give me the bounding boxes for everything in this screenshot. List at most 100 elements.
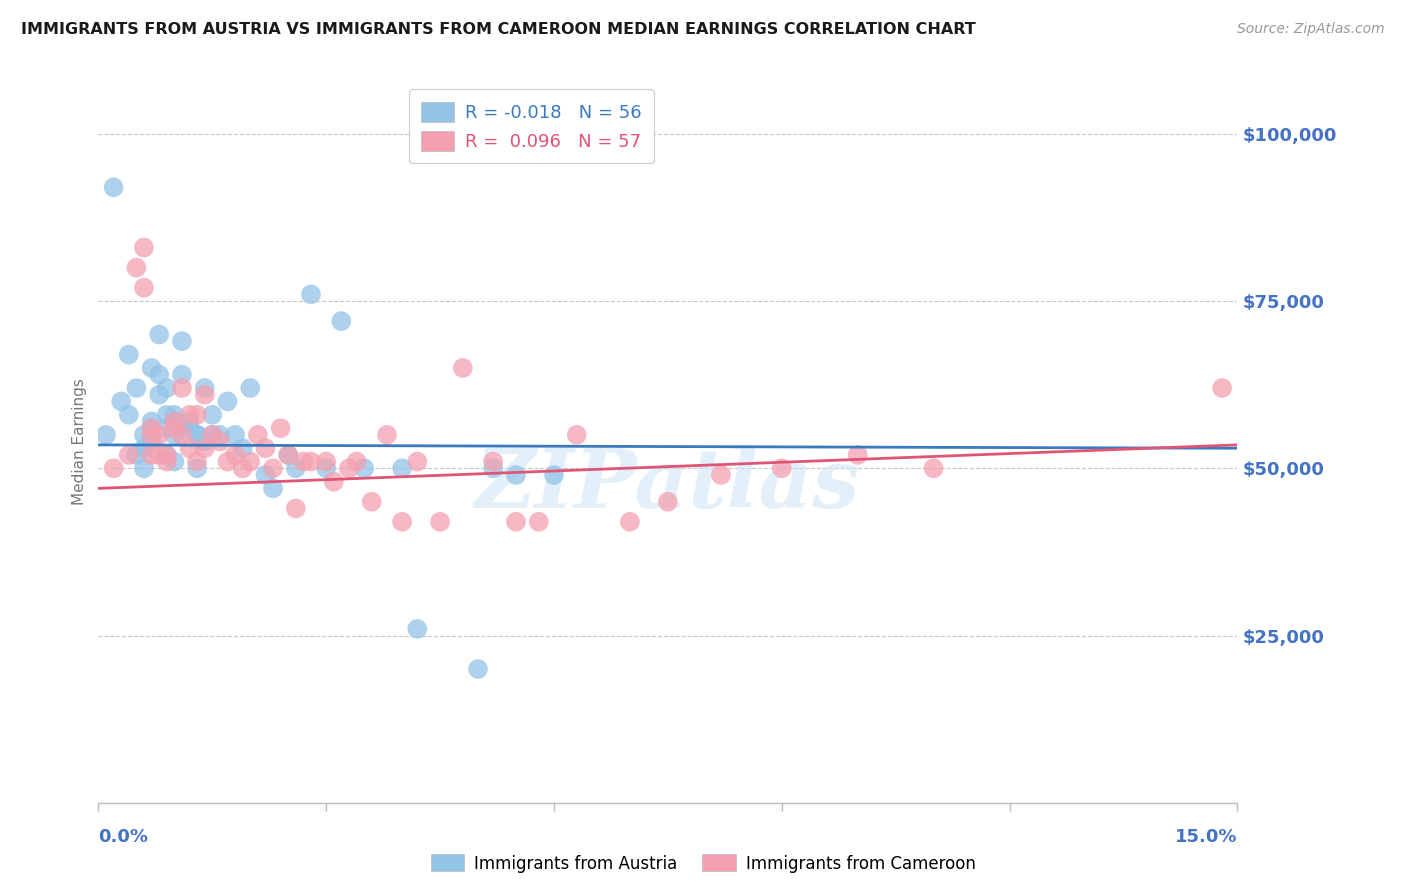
Point xyxy=(94,427,117,442)
Point xyxy=(170,368,193,382)
Point xyxy=(170,421,193,435)
Point xyxy=(194,441,217,455)
Point xyxy=(208,434,231,449)
Point xyxy=(186,454,208,469)
Point xyxy=(163,414,186,428)
Point xyxy=(505,515,527,529)
Point xyxy=(156,381,179,395)
Text: IMMIGRANTS FROM AUSTRIA VS IMMIGRANTS FROM CAMEROON MEDIAN EARNINGS CORRELATION : IMMIGRANTS FROM AUSTRIA VS IMMIGRANTS FR… xyxy=(21,22,976,37)
Point xyxy=(156,421,179,435)
Point xyxy=(163,408,186,422)
Point xyxy=(179,414,201,428)
Point xyxy=(170,334,193,348)
Point xyxy=(201,408,224,422)
Point xyxy=(1211,381,1233,395)
Point xyxy=(315,454,337,469)
Point xyxy=(239,454,262,469)
Point xyxy=(148,327,170,342)
Point xyxy=(132,240,155,255)
Point xyxy=(179,441,201,455)
Point xyxy=(922,461,945,475)
Point xyxy=(543,467,565,482)
Point xyxy=(391,515,413,529)
Text: 0.0%: 0.0% xyxy=(98,828,149,846)
Point xyxy=(337,461,360,475)
Point xyxy=(201,427,224,442)
Point xyxy=(179,408,201,422)
Point xyxy=(179,421,201,435)
Point xyxy=(224,427,246,442)
Point xyxy=(208,427,231,442)
Point xyxy=(254,467,277,482)
Point xyxy=(429,515,451,529)
Point xyxy=(353,461,375,475)
Point xyxy=(232,441,254,455)
Point xyxy=(375,427,398,442)
Legend: Immigrants from Austria, Immigrants from Cameroon: Immigrants from Austria, Immigrants from… xyxy=(425,847,981,880)
Point xyxy=(254,441,277,455)
Point xyxy=(505,467,527,482)
Point xyxy=(299,454,322,469)
Point xyxy=(110,394,132,409)
Point xyxy=(141,448,163,462)
Point xyxy=(156,448,179,462)
Point xyxy=(163,427,186,442)
Point xyxy=(262,482,284,496)
Point xyxy=(217,394,239,409)
Point xyxy=(156,408,179,422)
Point xyxy=(186,408,208,422)
Point xyxy=(467,662,489,676)
Point xyxy=(330,314,353,328)
Point xyxy=(141,414,163,428)
Point xyxy=(299,287,322,301)
Point xyxy=(346,454,368,469)
Point xyxy=(118,408,141,422)
Point xyxy=(770,461,793,475)
Point xyxy=(148,387,170,401)
Point xyxy=(163,414,186,428)
Point xyxy=(125,381,148,395)
Point xyxy=(186,427,208,442)
Point xyxy=(163,454,186,469)
Point xyxy=(657,494,679,508)
Point xyxy=(148,448,170,462)
Point xyxy=(710,467,733,482)
Point xyxy=(141,427,163,442)
Point xyxy=(194,434,217,449)
Point xyxy=(246,427,269,442)
Point xyxy=(141,421,163,435)
Point xyxy=(565,427,588,442)
Point xyxy=(163,421,186,435)
Point xyxy=(482,461,505,475)
Point xyxy=(186,461,208,475)
Text: 15.0%: 15.0% xyxy=(1175,828,1237,846)
Point xyxy=(527,515,550,529)
Point xyxy=(156,448,179,462)
Point xyxy=(132,461,155,475)
Point xyxy=(277,448,299,462)
Legend: R = -0.018   N = 56, R =  0.096   N = 57: R = -0.018 N = 56, R = 0.096 N = 57 xyxy=(409,89,654,163)
Point xyxy=(141,434,163,449)
Point xyxy=(451,361,474,376)
Point xyxy=(277,448,299,462)
Point xyxy=(322,475,344,489)
Point xyxy=(619,515,641,529)
Point xyxy=(125,448,148,462)
Point xyxy=(224,448,246,462)
Point xyxy=(292,454,315,469)
Point xyxy=(156,454,179,469)
Point xyxy=(284,461,307,475)
Point xyxy=(132,281,155,295)
Point xyxy=(148,427,170,442)
Point xyxy=(194,381,217,395)
Point xyxy=(201,427,224,442)
Point xyxy=(186,427,208,442)
Point xyxy=(270,421,292,435)
Point xyxy=(141,421,163,435)
Point xyxy=(217,454,239,469)
Point xyxy=(118,448,141,462)
Point xyxy=(170,427,193,442)
Point xyxy=(360,494,382,508)
Point xyxy=(103,180,125,194)
Point xyxy=(132,427,155,442)
